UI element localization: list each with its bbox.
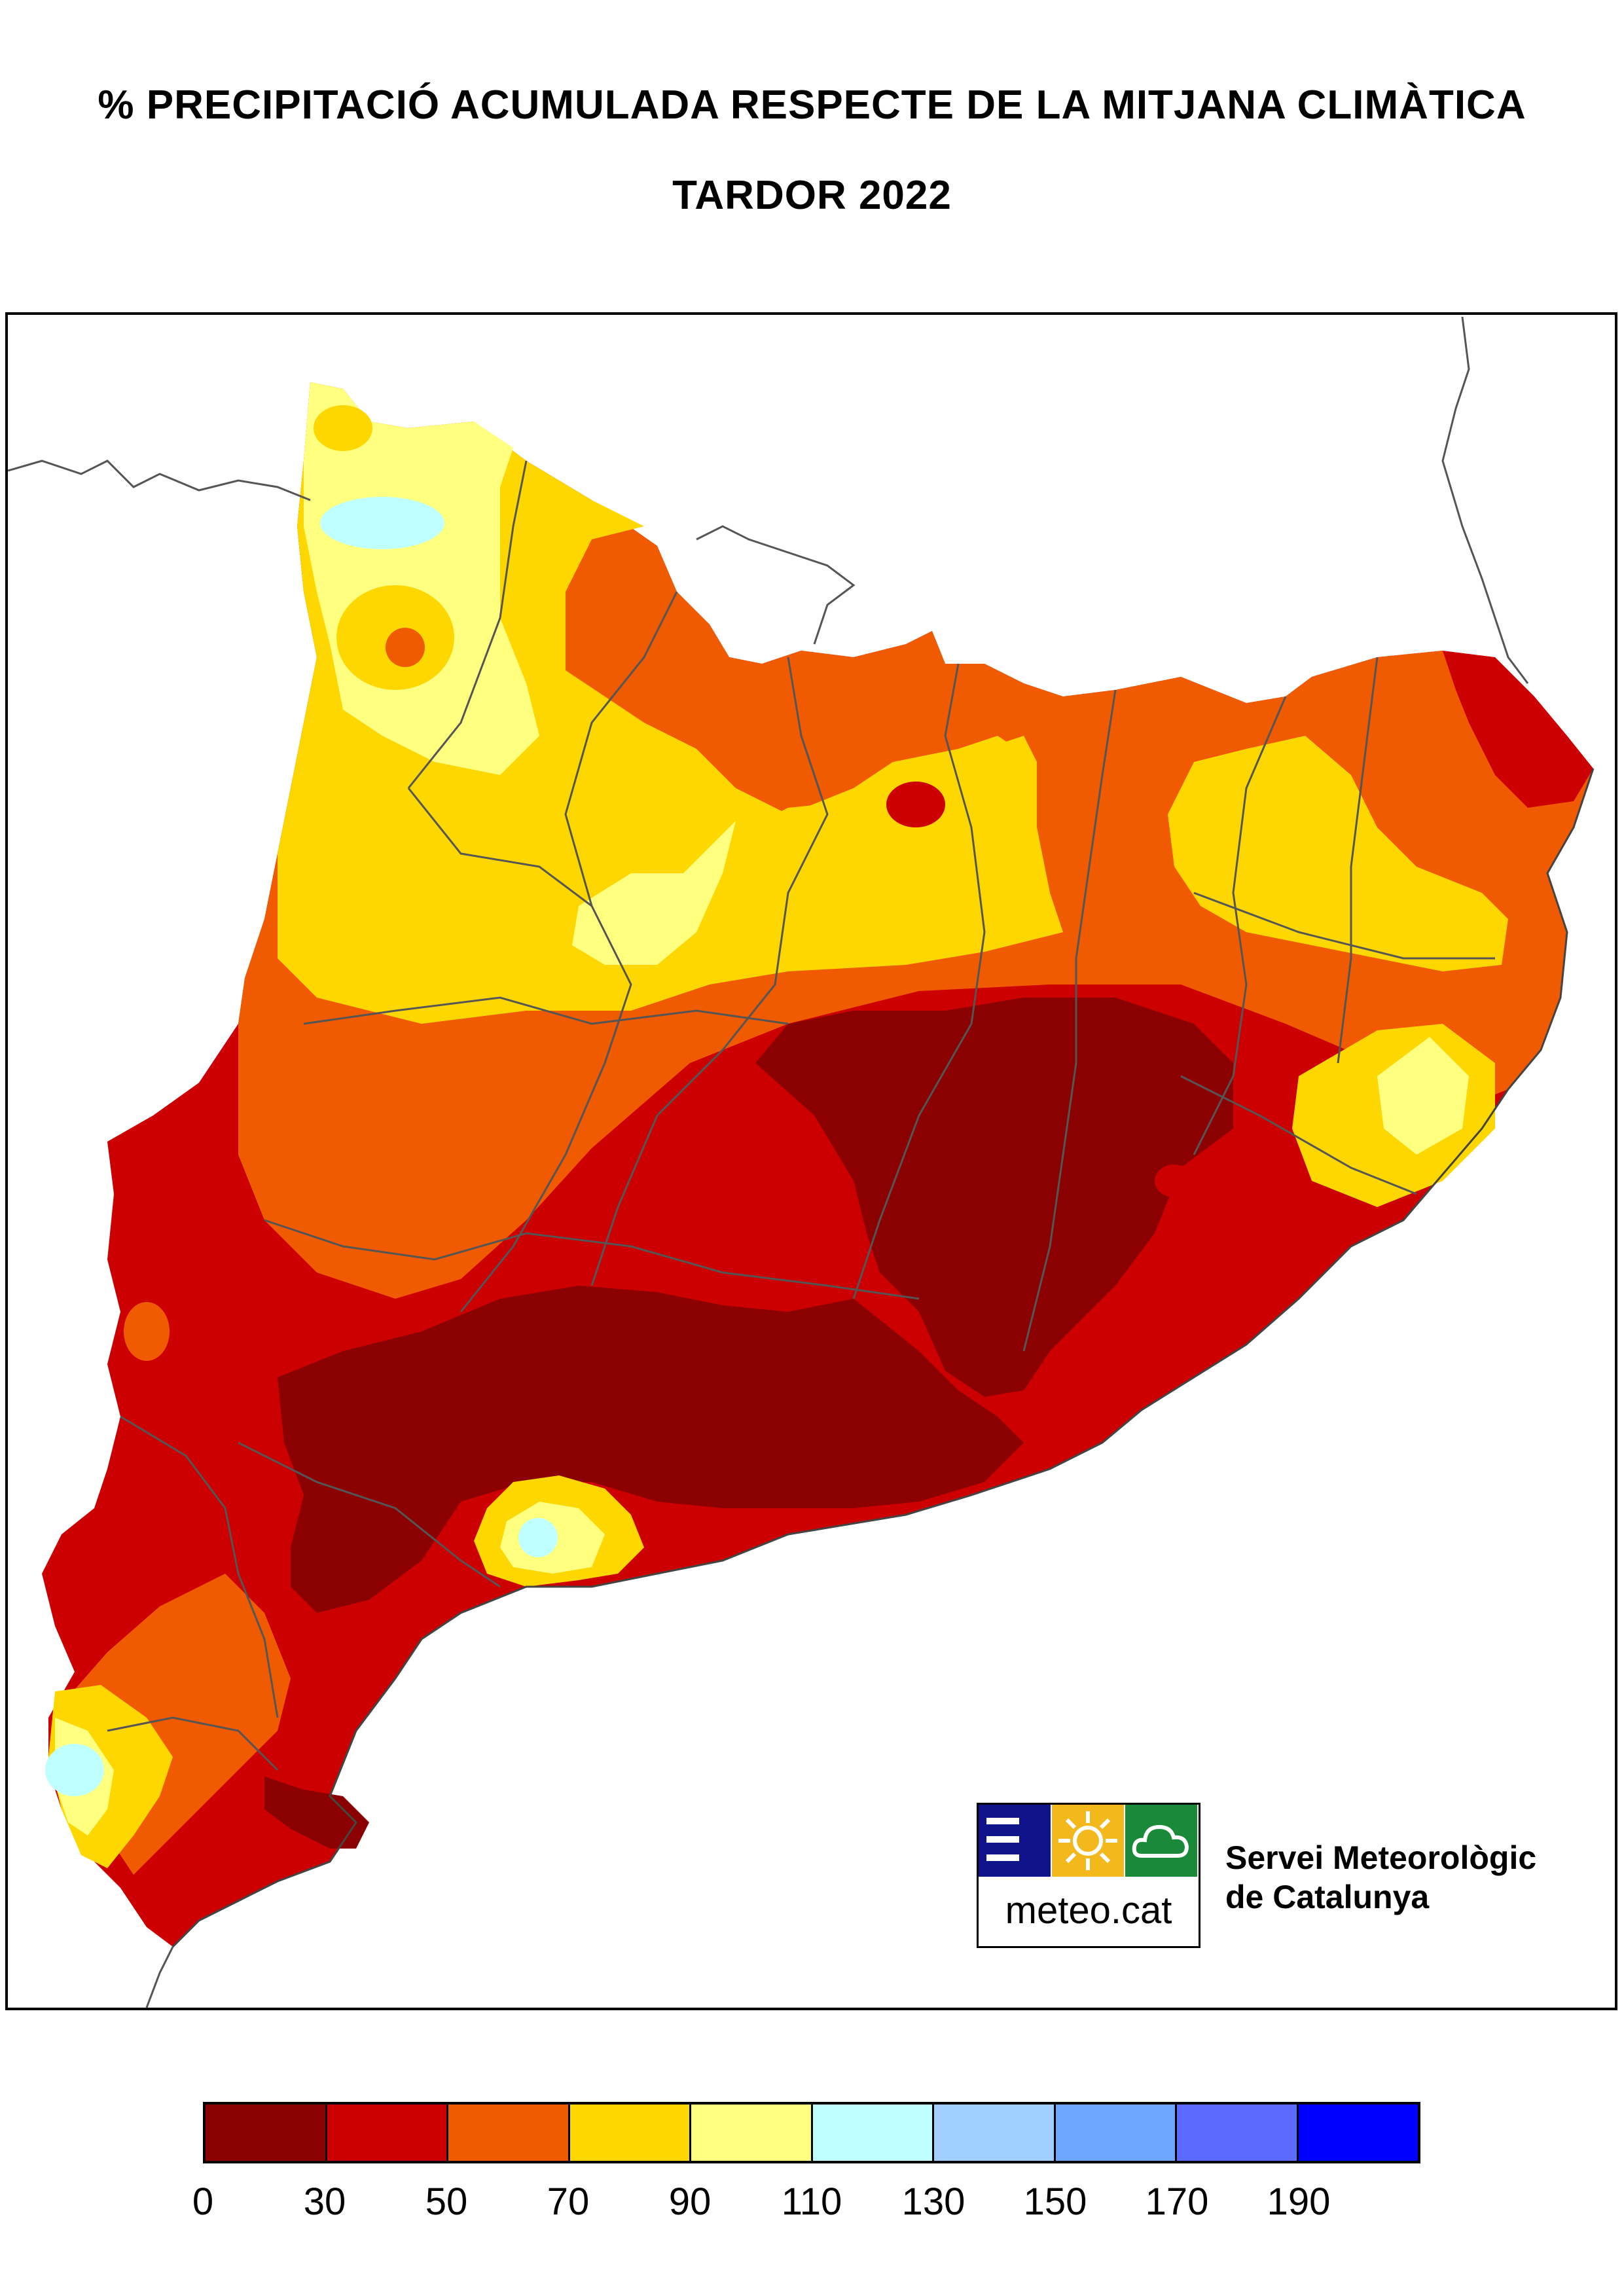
region-90-110-central — [572, 821, 736, 965]
region-30-50-local-spot — [1155, 1165, 1194, 1197]
legend-swatch-9 — [1298, 2105, 1418, 2161]
organization-name: Servei Meteorològic de Catalunya — [1225, 1838, 1536, 1917]
logo-blue-tile — [979, 1805, 1051, 1877]
region-50-70-westspot — [124, 1302, 170, 1361]
legend-tick-label: 190 — [1267, 2180, 1331, 2223]
logo-text: meteo.cat — [1005, 1889, 1172, 1932]
meteocat-logo: meteo.cat — [977, 1803, 1200, 1948]
legend-swatch-1 — [327, 2105, 448, 2161]
cloud-icon — [1125, 1805, 1197, 1877]
map-subtitle: TARDOR 2022 — [672, 173, 952, 218]
region-0-30-central — [755, 998, 1233, 1397]
region-70-90-girona — [1168, 736, 1508, 971]
legend-tick-label: 30 — [303, 2180, 346, 2223]
region-50-70-nord-spot — [886, 782, 945, 827]
region-90-110-montseny — [1377, 1037, 1469, 1155]
legend-tick-label: 110 — [781, 2180, 842, 2223]
color-legend — [203, 2102, 1420, 2163]
legend-swatch-7 — [1055, 2105, 1177, 2161]
legend-swatch-4 — [691, 2105, 813, 2161]
logo-yellow-tile — [1052, 1805, 1124, 1877]
sun-icon — [1052, 1805, 1124, 1877]
organization-name-line1: Servei Meteorològic — [1225, 1839, 1537, 1876]
map-frame — [5, 312, 1617, 2010]
legend-swatch-8 — [1177, 2105, 1299, 2161]
legend-swatch-6 — [934, 2105, 1056, 2161]
region-0-30-south — [278, 1286, 1024, 1613]
region-70-90-aran-spot — [314, 405, 372, 451]
legend-tick-label: 130 — [901, 2180, 965, 2223]
region-70-90-central-north — [723, 736, 1063, 958]
legend-tick-label: 150 — [1023, 2180, 1087, 2223]
region-110-130-southwest — [45, 1744, 104, 1796]
comarca-boundaries — [107, 460, 1495, 1771]
region-110-130-aran — [320, 497, 444, 549]
region-0-30-delta — [264, 1777, 369, 1849]
coastline — [171, 768, 1595, 1948]
outer-borders — [8, 316, 1529, 2008]
legend-swatch-2 — [448, 2105, 570, 2161]
logo-green-tile — [1125, 1805, 1197, 1877]
region-30-50-emporda — [1443, 651, 1593, 808]
legend-swatch-0 — [206, 2105, 327, 2161]
legend-swatch-5 — [812, 2105, 934, 2161]
map-title: % PRECIPITACIÓ ACUMULADA RESPECTE DE LA … — [98, 82, 1526, 128]
legend-tick-label: 0 — [192, 2180, 214, 2223]
region-110-130-tarragona — [518, 1518, 558, 1557]
legend-tick-label: 70 — [547, 2180, 590, 2223]
legend-tick-label: 50 — [425, 2180, 468, 2223]
precipitation-map — [8, 316, 1595, 2008]
legend-swatch-3 — [569, 2105, 691, 2161]
region-50-70-aran-dot — [386, 628, 425, 667]
legend-tick-label: 170 — [1145, 2180, 1209, 2223]
menu-lines-icon — [979, 1805, 1051, 1877]
legend-tick-label: 90 — [668, 2180, 712, 2223]
organization-name-line2: de Catalunya — [1225, 1879, 1430, 1915]
